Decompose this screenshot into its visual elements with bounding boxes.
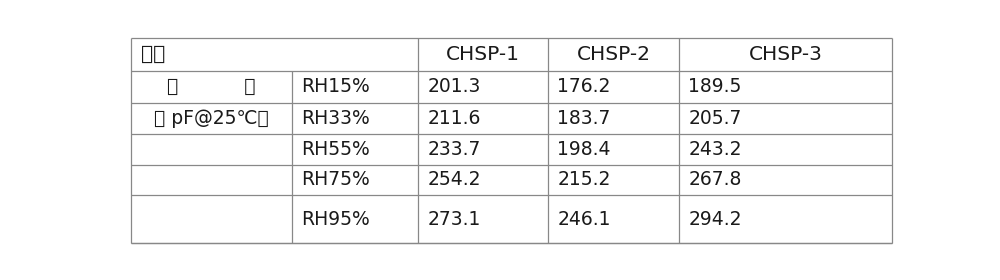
Text: 电           容: 电 容 <box>167 77 256 96</box>
Text: RH15%: RH15% <box>301 77 370 96</box>
Text: 201.3: 201.3 <box>427 77 481 96</box>
Text: 205.7: 205.7 <box>688 109 742 128</box>
Text: RH95%: RH95% <box>301 210 370 229</box>
Text: 215.2: 215.2 <box>557 171 611 189</box>
Text: CHSP-3: CHSP-3 <box>749 45 823 64</box>
Text: RH55%: RH55% <box>301 140 370 158</box>
Text: 243.2: 243.2 <box>688 140 742 158</box>
Text: CHSP-1: CHSP-1 <box>446 45 520 64</box>
Text: 211.6: 211.6 <box>427 109 481 128</box>
Text: CHSP-2: CHSP-2 <box>577 45 651 64</box>
Text: 试样: 试样 <box>140 45 165 64</box>
Text: （ pF@25℃）: （ pF@25℃） <box>154 109 269 128</box>
Text: 183.7: 183.7 <box>557 109 611 128</box>
Text: 233.7: 233.7 <box>427 140 481 158</box>
Text: 273.1: 273.1 <box>427 210 481 229</box>
Text: 198.4: 198.4 <box>557 140 611 158</box>
Text: RH33%: RH33% <box>301 109 370 128</box>
Text: RH75%: RH75% <box>301 171 370 189</box>
Text: 246.1: 246.1 <box>557 210 611 229</box>
Text: 254.2: 254.2 <box>427 171 481 189</box>
Text: 267.8: 267.8 <box>688 171 742 189</box>
Text: 189.5: 189.5 <box>688 77 742 96</box>
Text: 176.2: 176.2 <box>557 77 611 96</box>
Text: 294.2: 294.2 <box>688 210 742 229</box>
